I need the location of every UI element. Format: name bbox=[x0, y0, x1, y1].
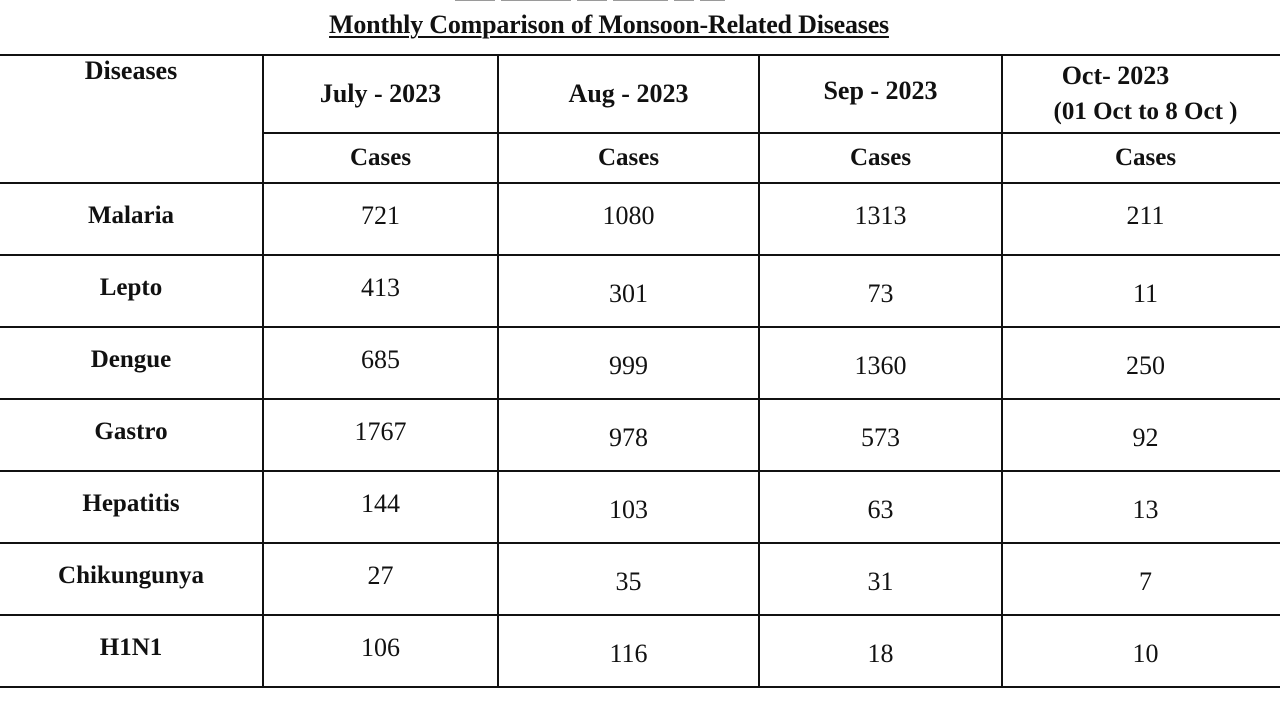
cases-sep: 1313 bbox=[758, 182, 1003, 256]
cases-oct: 211 bbox=[1001, 182, 1280, 256]
cases-aug: 116 bbox=[497, 614, 760, 688]
cases-oct: 250 bbox=[1001, 326, 1280, 400]
cases-sep: 18 bbox=[758, 614, 1003, 688]
disease-name: Dengue bbox=[0, 326, 264, 400]
column-header-sep: Sep - 2023 bbox=[758, 54, 1003, 134]
disease-comparison-table: Diseases July - 2023 Aug - 2023 Sep - 20… bbox=[0, 54, 1280, 688]
cases-oct: 11 bbox=[1001, 254, 1280, 328]
cases-sep: 573 bbox=[758, 398, 1003, 472]
column-header-diseases: Diseases bbox=[0, 54, 264, 184]
disease-name: Malaria bbox=[0, 182, 264, 256]
cases-aug: 35 bbox=[497, 542, 760, 616]
table-row-dengue: Dengue 685 999 1360 250 bbox=[0, 326, 1280, 400]
cases-oct: 92 bbox=[1001, 398, 1280, 472]
table-row-malaria: Malaria 721 1080 1313 211 bbox=[0, 182, 1280, 256]
subheader-cases-aug: Cases bbox=[497, 132, 760, 184]
page-title: Monthly Comparison of Monsoon-Related Di… bbox=[329, 10, 889, 39]
disease-name: Lepto bbox=[0, 254, 264, 328]
cases-sep: 1360 bbox=[758, 326, 1003, 400]
cases-oct: 7 bbox=[1001, 542, 1280, 616]
disease-name: Gastro bbox=[0, 398, 264, 472]
cases-aug: 301 bbox=[497, 254, 760, 328]
cases-aug: 1080 bbox=[497, 182, 760, 256]
column-header-oct: Oct- 2023 (01 Oct to 8 Oct ) bbox=[1001, 54, 1280, 134]
cases-aug: 999 bbox=[497, 326, 760, 400]
subheader-cases-oct: Cases bbox=[1001, 132, 1280, 184]
cases-july: 144 bbox=[262, 470, 499, 544]
header-row: Diseases July - 2023 Aug - 2023 Sep - 20… bbox=[0, 54, 1280, 184]
disease-name: Hepatitis bbox=[0, 470, 264, 544]
cases-aug: 103 bbox=[497, 470, 760, 544]
cases-july: 721 bbox=[262, 182, 499, 256]
cropped-text-fragment bbox=[455, 0, 755, 4]
table-row-lepto: Lepto 413 301 73 11 bbox=[0, 254, 1280, 328]
subheader-row: Cases Cases Cases Cases bbox=[0, 132, 1280, 184]
cases-july: 685 bbox=[262, 326, 499, 400]
cases-sep: 73 bbox=[758, 254, 1003, 328]
column-header-july: July - 2023 bbox=[262, 54, 499, 134]
cases-sep: 63 bbox=[758, 470, 1003, 544]
table-row-gastro: Gastro 1767 978 573 92 bbox=[0, 398, 1280, 472]
disease-name: H1N1 bbox=[0, 614, 264, 688]
table-row-chikungunya: Chikungunya 27 35 31 7 bbox=[0, 542, 1280, 616]
cases-july: 106 bbox=[262, 614, 499, 688]
cases-sep: 31 bbox=[758, 542, 1003, 616]
oct-header-range: (01 Oct to 8 Oct ) bbox=[1053, 98, 1238, 125]
column-header-aug: Aug - 2023 bbox=[497, 54, 760, 134]
oct-header-month: Oct- 2023 bbox=[1061, 61, 1170, 90]
cases-july: 27 bbox=[262, 542, 499, 616]
table-row-hepatitis: Hepatitis 144 103 63 13 bbox=[0, 470, 1280, 544]
cases-oct: 10 bbox=[1001, 614, 1280, 688]
cases-july: 413 bbox=[262, 254, 499, 328]
disease-name: Chikungunya bbox=[0, 542, 264, 616]
subheader-cases-sep: Cases bbox=[758, 132, 1003, 184]
cases-july: 1767 bbox=[262, 398, 499, 472]
cases-aug: 978 bbox=[497, 398, 760, 472]
subheader-cases-july: Cases bbox=[262, 132, 499, 184]
cases-oct: 13 bbox=[1001, 470, 1280, 544]
table-row-h1n1: H1N1 106 116 18 10 bbox=[0, 614, 1280, 688]
